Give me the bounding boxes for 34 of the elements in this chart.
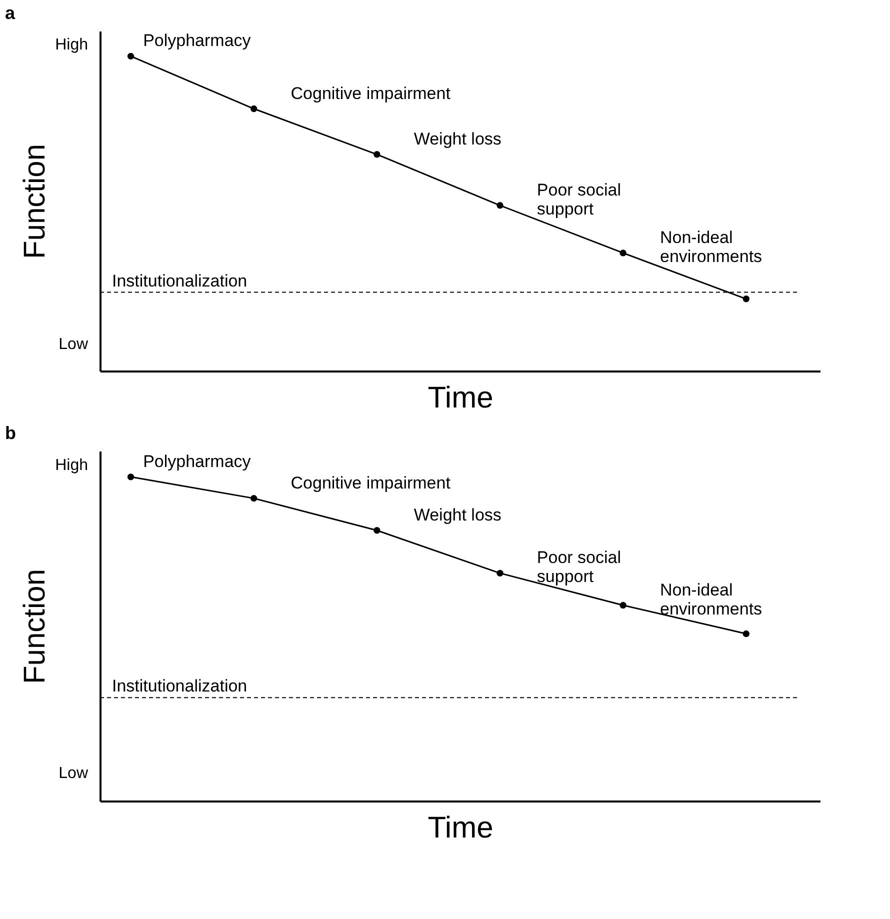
point [374,151,380,158]
point [250,105,258,112]
chart-title: b [5,423,16,443]
point [742,296,750,302]
point [374,527,380,534]
text: Low [58,336,88,353]
y-axis-title: Function [18,568,52,684]
text: High [55,36,88,54]
chart-title: a [5,3,16,23]
point [127,52,134,60]
point [496,202,504,209]
point [496,570,504,577]
annotation: Non-ideal environments [660,228,762,266]
annotation: Poor social support [536,548,622,586]
annotation: Cognitive impairment [290,473,451,492]
annotation: Cognitive impairment [290,84,451,103]
y-axis-title: Function [18,144,52,260]
annotation: Poor social support [536,180,622,218]
point [620,250,626,256]
text: High [55,457,88,474]
point [250,494,258,502]
text: Low [58,765,88,782]
point [620,602,626,609]
x-axis-title: Time [428,812,494,844]
x-axis-title: Time [428,382,494,414]
annotation: Weight loss [414,129,502,148]
text: Polypharmacy [143,31,252,50]
annotation: Weight loss [414,505,502,524]
point [127,474,134,480]
text: Polypharmacy [143,452,252,471]
ref-line-label: Institutionalization [112,676,248,696]
ref-line-label: Institutionalization [112,271,248,290]
point [742,630,750,638]
annotation: Non-ideal environments [660,580,762,618]
